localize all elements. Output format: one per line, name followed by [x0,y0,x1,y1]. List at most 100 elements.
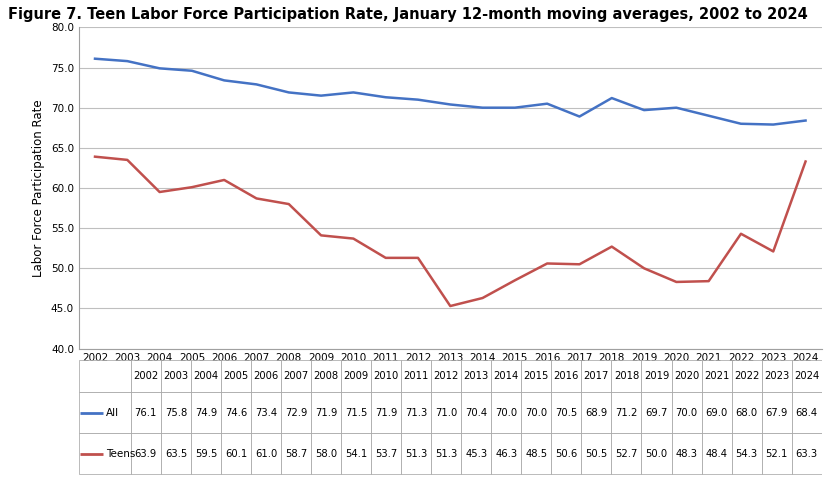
Text: 2019: 2019 [644,371,669,381]
FancyBboxPatch shape [762,392,792,433]
Text: 58.0: 58.0 [315,449,337,459]
FancyBboxPatch shape [281,392,311,433]
FancyBboxPatch shape [762,360,792,392]
Text: 2008: 2008 [314,371,339,381]
FancyBboxPatch shape [401,433,432,475]
Text: 54.1: 54.1 [345,449,367,459]
Text: 70.0: 70.0 [676,408,697,418]
Text: 76.1: 76.1 [134,408,157,418]
FancyBboxPatch shape [581,360,612,392]
Text: 50.6: 50.6 [555,449,578,459]
Text: 74.6: 74.6 [225,408,247,418]
Text: 2003: 2003 [164,371,188,381]
Text: 68.9: 68.9 [585,408,608,418]
FancyBboxPatch shape [131,392,161,433]
Text: 46.3: 46.3 [496,449,517,459]
FancyBboxPatch shape [251,360,281,392]
FancyBboxPatch shape [161,360,191,392]
FancyBboxPatch shape [161,392,191,433]
FancyBboxPatch shape [371,360,401,392]
FancyBboxPatch shape [341,360,371,392]
FancyBboxPatch shape [311,360,341,392]
Text: 2020: 2020 [674,371,699,381]
FancyBboxPatch shape [642,392,671,433]
FancyBboxPatch shape [671,360,701,392]
FancyBboxPatch shape [221,360,251,392]
FancyBboxPatch shape [79,392,131,433]
FancyBboxPatch shape [792,360,822,392]
FancyBboxPatch shape [731,433,762,475]
Text: 71.3: 71.3 [405,408,427,418]
FancyBboxPatch shape [251,433,281,475]
FancyBboxPatch shape [581,433,612,475]
FancyBboxPatch shape [191,433,221,475]
Text: 67.9: 67.9 [765,408,788,418]
Text: 52.7: 52.7 [615,449,637,459]
Text: 2005: 2005 [223,371,249,381]
Text: 50.0: 50.0 [646,449,667,459]
FancyBboxPatch shape [491,433,521,475]
FancyBboxPatch shape [311,392,341,433]
FancyBboxPatch shape [521,433,551,475]
FancyBboxPatch shape [612,360,642,392]
Text: 71.0: 71.0 [435,408,457,418]
FancyBboxPatch shape [461,360,491,392]
Text: 48.3: 48.3 [676,449,697,459]
FancyBboxPatch shape [371,433,401,475]
FancyBboxPatch shape [792,392,822,433]
Text: 48.5: 48.5 [525,449,548,459]
FancyBboxPatch shape [612,433,642,475]
Text: 2010: 2010 [374,371,398,381]
FancyBboxPatch shape [251,392,281,433]
Text: 68.4: 68.4 [796,408,818,418]
FancyBboxPatch shape [762,433,792,475]
Text: 2015: 2015 [524,371,549,381]
FancyBboxPatch shape [551,433,581,475]
Text: 71.9: 71.9 [315,408,337,418]
Text: 2011: 2011 [403,371,429,381]
Text: 45.3: 45.3 [465,449,487,459]
FancyBboxPatch shape [671,433,701,475]
Text: 52.1: 52.1 [765,449,788,459]
FancyBboxPatch shape [671,392,701,433]
FancyBboxPatch shape [191,360,221,392]
Text: 71.2: 71.2 [615,408,637,418]
Text: 50.5: 50.5 [585,449,608,459]
Text: All: All [105,408,119,418]
Text: 2023: 2023 [764,371,789,381]
FancyBboxPatch shape [581,392,612,433]
Text: 2004: 2004 [193,371,218,381]
Text: 53.7: 53.7 [375,449,398,459]
Text: 74.9: 74.9 [195,408,217,418]
FancyBboxPatch shape [521,360,551,392]
Text: 51.3: 51.3 [435,449,457,459]
FancyBboxPatch shape [131,360,161,392]
FancyBboxPatch shape [432,392,461,433]
FancyBboxPatch shape [161,433,191,475]
FancyBboxPatch shape [79,360,131,392]
FancyBboxPatch shape [521,392,551,433]
Text: 70.0: 70.0 [496,408,517,418]
FancyBboxPatch shape [461,392,491,433]
Text: 2022: 2022 [734,371,759,381]
FancyBboxPatch shape [731,392,762,433]
Text: 70.5: 70.5 [555,408,578,418]
Text: 61.0: 61.0 [255,449,277,459]
Text: 2009: 2009 [344,371,369,381]
Text: 2016: 2016 [554,371,579,381]
FancyBboxPatch shape [701,433,731,475]
FancyBboxPatch shape [131,433,161,475]
Text: 63.5: 63.5 [165,449,187,459]
Text: 2021: 2021 [704,371,730,381]
Text: 73.4: 73.4 [255,408,277,418]
FancyBboxPatch shape [701,360,731,392]
FancyBboxPatch shape [792,433,822,475]
FancyBboxPatch shape [731,360,762,392]
FancyBboxPatch shape [401,360,432,392]
FancyBboxPatch shape [191,392,221,433]
Text: 2018: 2018 [614,371,639,381]
Text: 2017: 2017 [583,371,609,381]
Text: 2024: 2024 [794,371,819,381]
Text: 63.3: 63.3 [796,449,818,459]
Text: Teens: Teens [105,449,135,459]
